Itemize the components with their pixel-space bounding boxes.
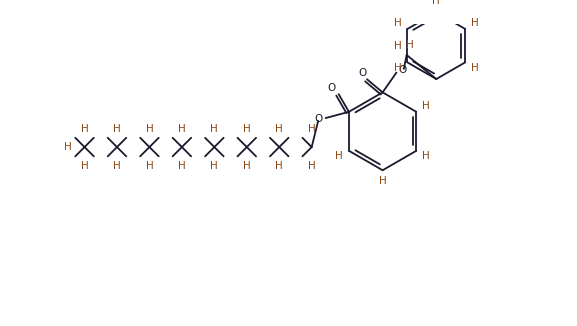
Text: H: H	[178, 124, 186, 134]
Text: H: H	[211, 161, 218, 170]
Text: H: H	[335, 151, 343, 161]
Text: H: H	[113, 124, 121, 134]
Text: H: H	[395, 41, 402, 51]
Text: H: H	[394, 63, 402, 73]
Text: H: H	[422, 151, 430, 161]
Text: H: H	[81, 124, 88, 134]
Text: H: H	[145, 161, 153, 170]
Text: H: H	[406, 40, 413, 50]
Text: H: H	[211, 124, 218, 134]
Text: H: H	[243, 124, 250, 134]
Text: H: H	[113, 161, 121, 170]
Text: H: H	[394, 19, 402, 28]
Text: H: H	[243, 161, 250, 170]
Text: H: H	[308, 124, 316, 134]
Text: H: H	[308, 161, 316, 170]
Text: H: H	[145, 124, 153, 134]
Text: H: H	[64, 142, 72, 152]
Text: H: H	[432, 0, 440, 6]
Text: H: H	[379, 176, 387, 186]
Text: H: H	[471, 19, 479, 28]
Text: H: H	[275, 161, 283, 170]
Text: H: H	[178, 161, 186, 170]
Text: H: H	[422, 101, 430, 111]
Text: O: O	[399, 65, 407, 75]
Text: H: H	[81, 161, 88, 170]
Text: O: O	[314, 114, 323, 124]
Text: H: H	[471, 63, 479, 73]
Text: O: O	[358, 68, 366, 78]
Text: H: H	[275, 124, 283, 134]
Text: O: O	[327, 83, 335, 93]
